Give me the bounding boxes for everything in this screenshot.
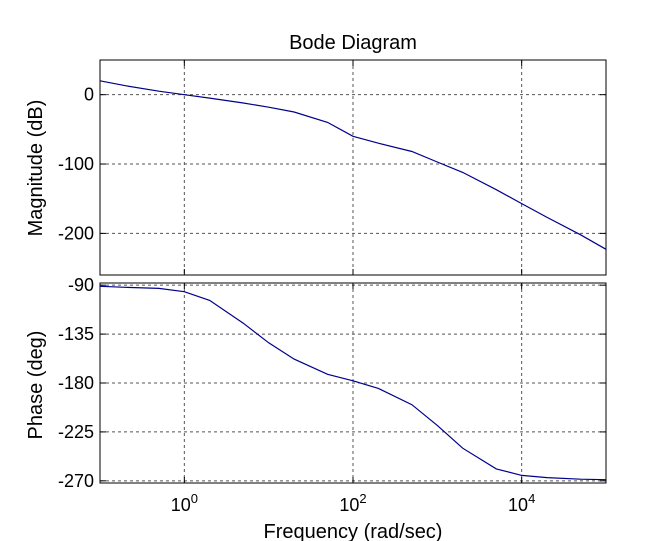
phase-series-line xyxy=(99,285,607,481)
y-tick-label: -135 xyxy=(58,324,94,344)
chart-title: Bode Diagram xyxy=(289,32,417,54)
phase-y-ticks: -90 -135 -180 -225 -270 xyxy=(58,275,606,491)
x-tick-label: 100 xyxy=(171,491,198,515)
x-tick-label: 102 xyxy=(339,491,366,515)
y-tick-label: -180 xyxy=(58,373,94,393)
phase-x-ticks xyxy=(183,283,523,483)
y-tick-label: -225 xyxy=(58,422,94,442)
phase-y-axis-label: Phase (deg) xyxy=(25,331,47,440)
y-tick-label: -90 xyxy=(68,275,94,295)
y-tick-label: -100 xyxy=(58,154,94,174)
magnitude-plot-area xyxy=(99,59,607,276)
y-tick-label: 0 xyxy=(84,85,94,105)
x-tick-labels: 100 102 104 xyxy=(171,491,536,515)
magnitude-y-ticks: 0 -100 -200 xyxy=(58,85,606,243)
y-tick-label: -270 xyxy=(58,471,94,491)
phase-panel: -90 -135 -180 -225 -270 Phase (deg) xyxy=(25,275,607,491)
x-tick-label: 104 xyxy=(508,491,535,515)
magnitude-x-ticks xyxy=(183,60,523,275)
magnitude-panel: 0 -100 -200 Magnitude (dB) xyxy=(25,59,607,276)
y-tick-label: -200 xyxy=(58,223,94,243)
x-axis-label: Frequency (rad/sec) xyxy=(264,521,443,541)
magnitude-series-line xyxy=(99,80,607,250)
magnitude-y-axis-label: Magnitude (dB) xyxy=(25,100,47,237)
